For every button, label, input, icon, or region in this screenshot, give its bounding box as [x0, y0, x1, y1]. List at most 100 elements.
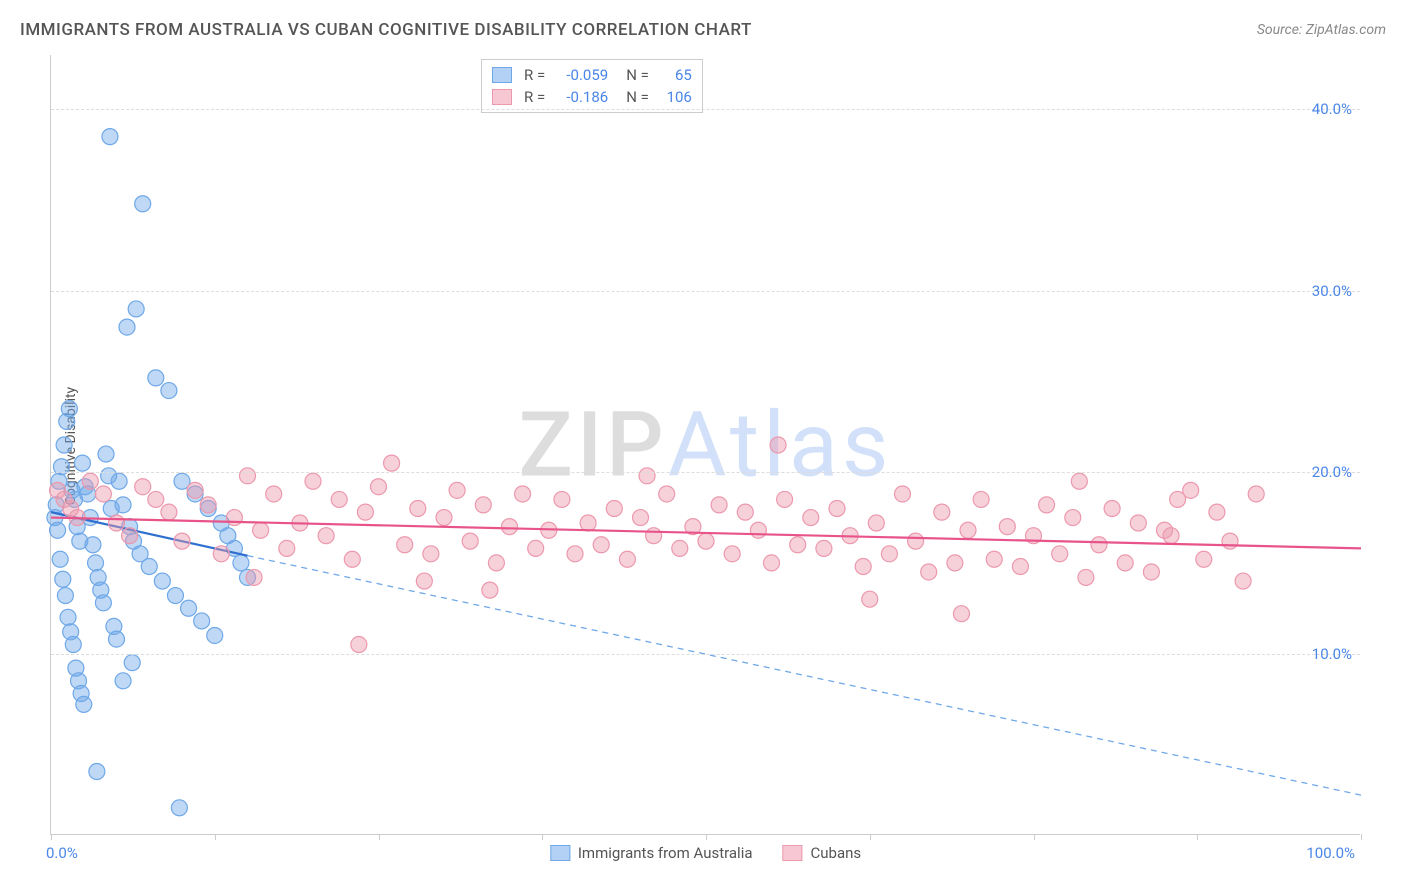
scatter-point [895, 486, 911, 502]
scatter-point [119, 319, 135, 335]
scatter-point [947, 555, 963, 571]
legend-r-label: R = [524, 86, 545, 108]
scatter-point [659, 486, 675, 502]
scatter-point [423, 546, 439, 562]
scatter-point [436, 510, 452, 526]
grid-line [51, 291, 1360, 292]
source-label: Source: ZipAtlas.com [1257, 22, 1386, 38]
scatter-point [384, 455, 400, 471]
scatter-point [1248, 486, 1264, 502]
scatter-point [803, 510, 819, 526]
scatter-point [999, 519, 1015, 535]
scatter-point [148, 370, 164, 386]
x-tick [1361, 834, 1362, 840]
legend-swatch [783, 845, 803, 861]
scatter-point [233, 555, 249, 571]
scatter-point [1039, 497, 1055, 513]
x-tick-label: 0.0% [46, 844, 78, 862]
scatter-point [213, 546, 229, 562]
scatter-point [331, 491, 347, 507]
scatter-point [194, 613, 210, 629]
scatter-point [167, 588, 183, 604]
scatter-point [724, 546, 740, 562]
scatter-point [1183, 482, 1199, 498]
scatter-point [1235, 573, 1251, 589]
scatter-point [135, 196, 151, 212]
scatter-point [61, 401, 77, 417]
scatter-point [868, 515, 884, 531]
scatter-point [862, 591, 878, 607]
grid-line [51, 472, 1360, 473]
scatter-point [88, 555, 104, 571]
scatter-point [1130, 515, 1146, 531]
scatter-point [397, 537, 413, 553]
scatter-point [1071, 473, 1087, 489]
grid-line [51, 109, 1360, 110]
scatter-point [371, 479, 387, 495]
scatter-point [154, 573, 170, 589]
scatter-point [1222, 533, 1238, 549]
scatter-point [74, 455, 90, 471]
legend-r-value: -0.186 [553, 86, 608, 108]
scatter-point [790, 537, 806, 553]
scatter-point [881, 546, 897, 562]
scatter-plot-svg [51, 55, 1360, 834]
scatter-point [750, 522, 766, 538]
scatter-point [1065, 510, 1081, 526]
x-tick [870, 834, 871, 840]
scatter-point [816, 540, 832, 556]
scatter-point [829, 500, 845, 516]
scatter-point [60, 609, 76, 625]
scatter-point [1163, 528, 1179, 544]
legend-r-label: R = [524, 64, 545, 86]
x-tick [215, 834, 216, 840]
legend-swatch [492, 89, 512, 105]
scatter-point [207, 627, 223, 643]
scatter-point [102, 129, 118, 145]
scatter-point [122, 528, 138, 544]
scatter-point [52, 551, 68, 567]
scatter-point [1091, 537, 1107, 553]
scatter-point [672, 540, 688, 556]
scatter-point [986, 551, 1002, 567]
scatter-point [488, 555, 504, 571]
scatter-point [1143, 564, 1159, 580]
x-tick [1197, 834, 1198, 840]
x-tick [542, 834, 543, 840]
scatter-point [115, 673, 131, 689]
x-tick-label: 100.0% [1306, 844, 1355, 862]
scatter-point [777, 491, 793, 507]
scatter-point [161, 504, 177, 520]
scatter-point [619, 551, 635, 567]
scatter-point [482, 582, 498, 598]
series-legend: Immigrants from AustraliaCubans [550, 844, 861, 862]
plot-area: ZIPAtlas R =-0.059N =65R =-0.186N =106 I… [50, 55, 1360, 835]
scatter-point [855, 559, 871, 575]
legend-label: Cubans [811, 844, 862, 862]
scatter-point [1117, 555, 1133, 571]
legend-swatch [492, 67, 512, 83]
scatter-point [357, 504, 373, 520]
scatter-point [240, 468, 256, 484]
scatter-point [109, 631, 125, 647]
scatter-point [351, 637, 367, 653]
scatter-point [253, 522, 269, 538]
scatter-point [908, 533, 924, 549]
scatter-point [50, 522, 66, 538]
scatter-point [502, 519, 518, 535]
scatter-point [934, 504, 950, 520]
scatter-point [416, 573, 432, 589]
scatter-point [567, 546, 583, 562]
scatter-point [65, 637, 81, 653]
scatter-point [56, 437, 72, 453]
scatter-point [606, 500, 622, 516]
scatter-point [57, 588, 73, 604]
scatter-point [76, 696, 92, 712]
legend-n-value: 106 [657, 86, 692, 108]
scatter-point [200, 497, 216, 513]
legend-n-value: 65 [657, 64, 692, 86]
x-tick [379, 834, 380, 840]
legend-item: Cubans [783, 844, 862, 862]
scatter-point [1209, 504, 1225, 520]
scatter-point [1012, 559, 1028, 575]
